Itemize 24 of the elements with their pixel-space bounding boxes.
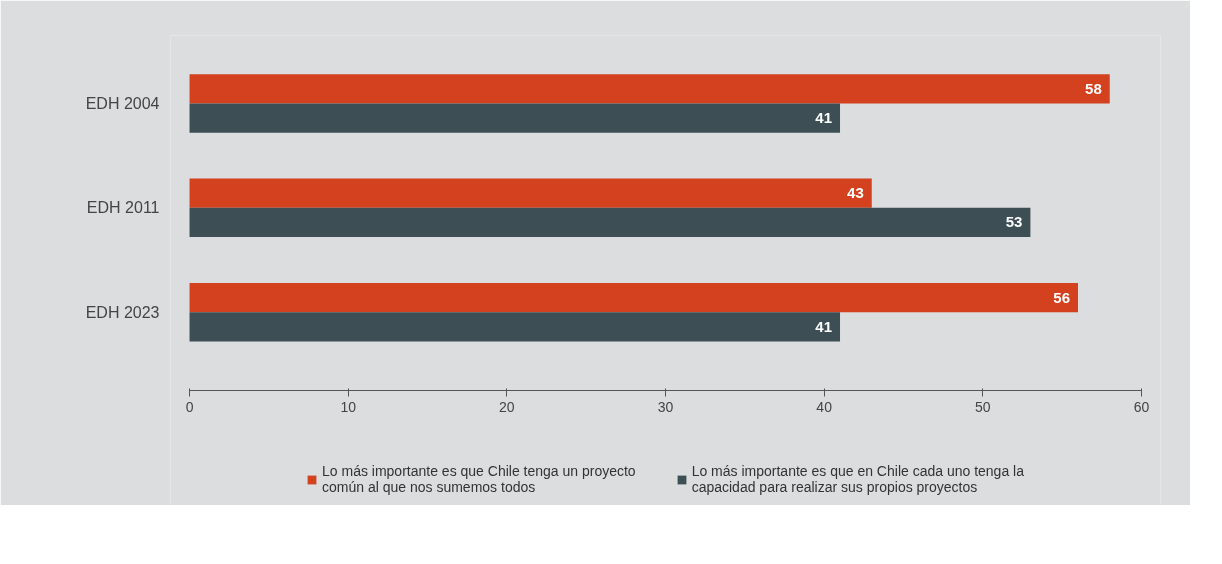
- x-tick-label: 60: [1133, 398, 1150, 415]
- bar: [189, 207, 1031, 238]
- data-label: 41: [815, 317, 833, 335]
- data-label: 53: [1005, 213, 1023, 231]
- data-label: 41: [815, 109, 833, 127]
- data-label: 58: [1085, 79, 1102, 97]
- data-label: 43: [847, 184, 864, 202]
- bar: [189, 312, 841, 342]
- y-tick-label: EDH 2004: [85, 94, 160, 112]
- bar: [189, 103, 841, 133]
- x-tick-label: 20: [499, 398, 515, 415]
- y-tick-label: EDH 2023: [85, 303, 160, 321]
- bar: [189, 74, 1110, 104]
- x-tick-label: 40: [816, 398, 833, 415]
- legend-label: Lo más importante es que en Chile cada uno tenga la capacidad para realizar sus propios proyectos: [691, 463, 1024, 495]
- x-tick-label: 0: [185, 398, 194, 415]
- y-tick-label: EDH 2011: [86, 199, 160, 217]
- x-tick-label: 50: [975, 398, 991, 415]
- legend-label: Lo más importante es que Chile tenga un proyecto común al que nos sumemos todos: [322, 463, 636, 495]
- data-label: 56: [1053, 288, 1070, 306]
- x-tick-label: 30: [657, 398, 674, 415]
- x-tick-label: 10: [340, 398, 357, 415]
- bar: [189, 283, 1078, 313]
- bar: [189, 178, 872, 208]
